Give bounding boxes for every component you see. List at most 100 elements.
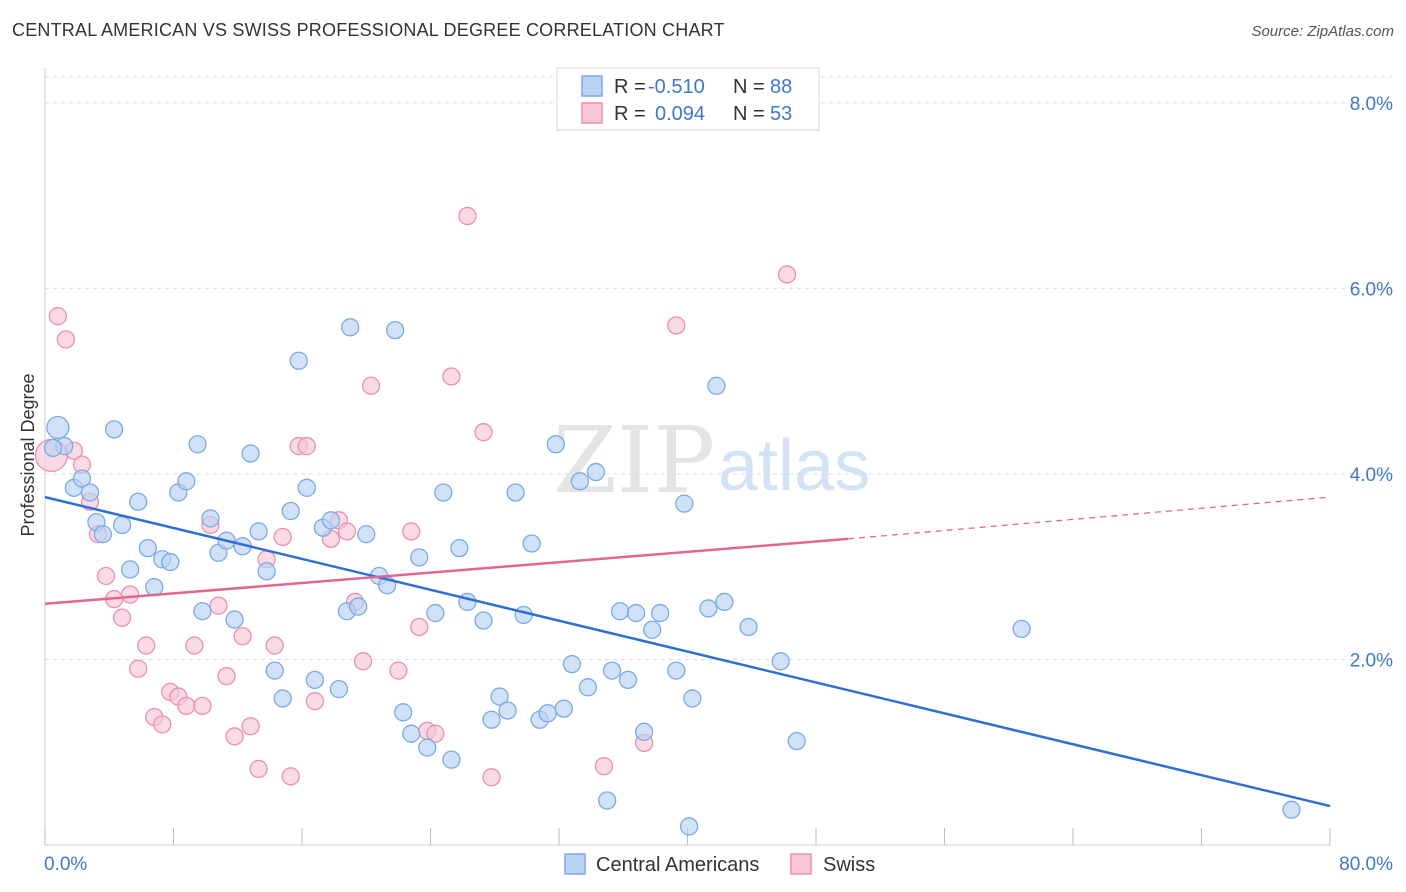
tick-labels: 2.0% 4.0% 6.0% 8.0% 0.0% 80.0% (44, 94, 1393, 875)
legend-pink-swatch (581, 102, 603, 124)
central-american-point (651, 603, 670, 623)
legend-blue-swatch (581, 75, 603, 97)
swiss-point (129, 659, 148, 678)
x-tick-label: 80.0% (1339, 854, 1393, 875)
swiss-point (458, 206, 477, 226)
watermark-atlas: atlas (718, 426, 870, 506)
swiss-point (410, 617, 429, 637)
central-american-point (120, 560, 140, 579)
central-american-point (188, 435, 207, 454)
swiss-point (233, 627, 252, 646)
swiss-point (426, 724, 445, 743)
central-american-point (193, 602, 212, 621)
central-american-point (578, 678, 598, 697)
central-american-point (586, 462, 606, 482)
swiss-point (361, 376, 381, 395)
central-american-point (273, 689, 292, 708)
swiss-point (209, 596, 228, 615)
central-american-point (349, 597, 368, 616)
swiss-point (442, 367, 461, 386)
central-american-point (434, 483, 453, 502)
central-american-point (281, 501, 300, 521)
legend-r-value-pink: 0.094 (655, 103, 705, 125)
central-american-point (683, 689, 702, 708)
central-american-point (787, 731, 806, 751)
legend-top: R = -0.510 N = 88 R = 0.094 N = 53 (556, 67, 820, 131)
central-american-point (498, 701, 517, 720)
swiss-point (120, 585, 140, 604)
central-american-point (482, 710, 501, 729)
swiss-point (225, 727, 244, 746)
central-american-point (241, 444, 260, 463)
central-american-point (707, 376, 726, 395)
central-american-point (602, 661, 622, 680)
swiss-trend-line (44, 537, 849, 606)
central-american-point (341, 318, 360, 337)
swiss-point (112, 608, 132, 627)
swiss-point (265, 636, 284, 655)
central-american-point (1012, 619, 1031, 638)
central-american-point (225, 610, 244, 629)
central-american-point (410, 548, 429, 567)
central-american-point (329, 679, 349, 699)
central-american-point (562, 654, 581, 674)
y-tick-label: 8.0% (1350, 94, 1393, 115)
central-american-point (426, 603, 445, 623)
y-axis-title: Professional Degree (18, 373, 38, 536)
central-american-point (394, 703, 413, 722)
central-american-point (546, 435, 565, 454)
central-american-point (297, 478, 316, 497)
central-american-point (249, 522, 268, 541)
central-american-point (626, 603, 646, 623)
central-american-point (474, 611, 493, 630)
swiss-point (281, 767, 300, 786)
central-american-points (43, 318, 1301, 836)
chart-source: Source: ZipAtlas.com (1251, 23, 1394, 40)
legend-swiss-swatch (790, 853, 812, 875)
legend-r-label-pink: R = (614, 103, 646, 125)
legend-r-label-blue: R = (614, 76, 646, 98)
legend-n-label-blue: N = (733, 76, 765, 98)
swiss-point (777, 265, 797, 284)
central-american-point (93, 525, 112, 544)
legend-r-value-blue: -0.510 (648, 76, 705, 98)
legend-n-value-pink: 53 (770, 103, 792, 125)
swiss-point (96, 566, 116, 586)
swiss-point (273, 527, 292, 547)
central-american-point (771, 652, 790, 671)
swiss-point (667, 316, 686, 335)
swiss-point (217, 667, 236, 686)
y-tick-label: 4.0% (1350, 465, 1393, 486)
central-american-point (112, 515, 132, 535)
legend-n-value-blue: 88 (770, 76, 792, 98)
central-american-point (357, 525, 376, 544)
central-american-point (490, 687, 509, 706)
central-american-point (442, 750, 461, 769)
swiss-point (389, 661, 408, 680)
legend-bottom: Central Americans Swiss (564, 853, 875, 876)
central-american-point (321, 511, 341, 530)
legend-central-americans-label: Central Americans (596, 854, 759, 876)
central-american-point (610, 602, 630, 621)
central-american-point (634, 722, 654, 741)
swiss-point (249, 759, 268, 779)
swiss-point (56, 330, 76, 349)
swiss-point (297, 436, 316, 456)
swiss-point (153, 715, 172, 734)
central-american-point (570, 472, 590, 491)
central-american-point (145, 577, 164, 597)
central-american-point (80, 483, 100, 502)
central-american-point (538, 704, 557, 723)
central-american-point (289, 351, 308, 370)
central-american-point (305, 670, 325, 690)
legend-central-americans-swatch (564, 853, 586, 875)
swiss-trend-extension (848, 496, 1331, 540)
central-american-point (161, 552, 180, 572)
swiss-point (474, 423, 493, 442)
central-american-point (138, 538, 157, 558)
central-american-point (72, 469, 92, 488)
central-american-point (618, 670, 638, 690)
legend-swiss-label: Swiss (823, 854, 875, 876)
chart-title: CENTRAL AMERICAN VS SWISS PROFESSIONAL D… (12, 20, 725, 40)
